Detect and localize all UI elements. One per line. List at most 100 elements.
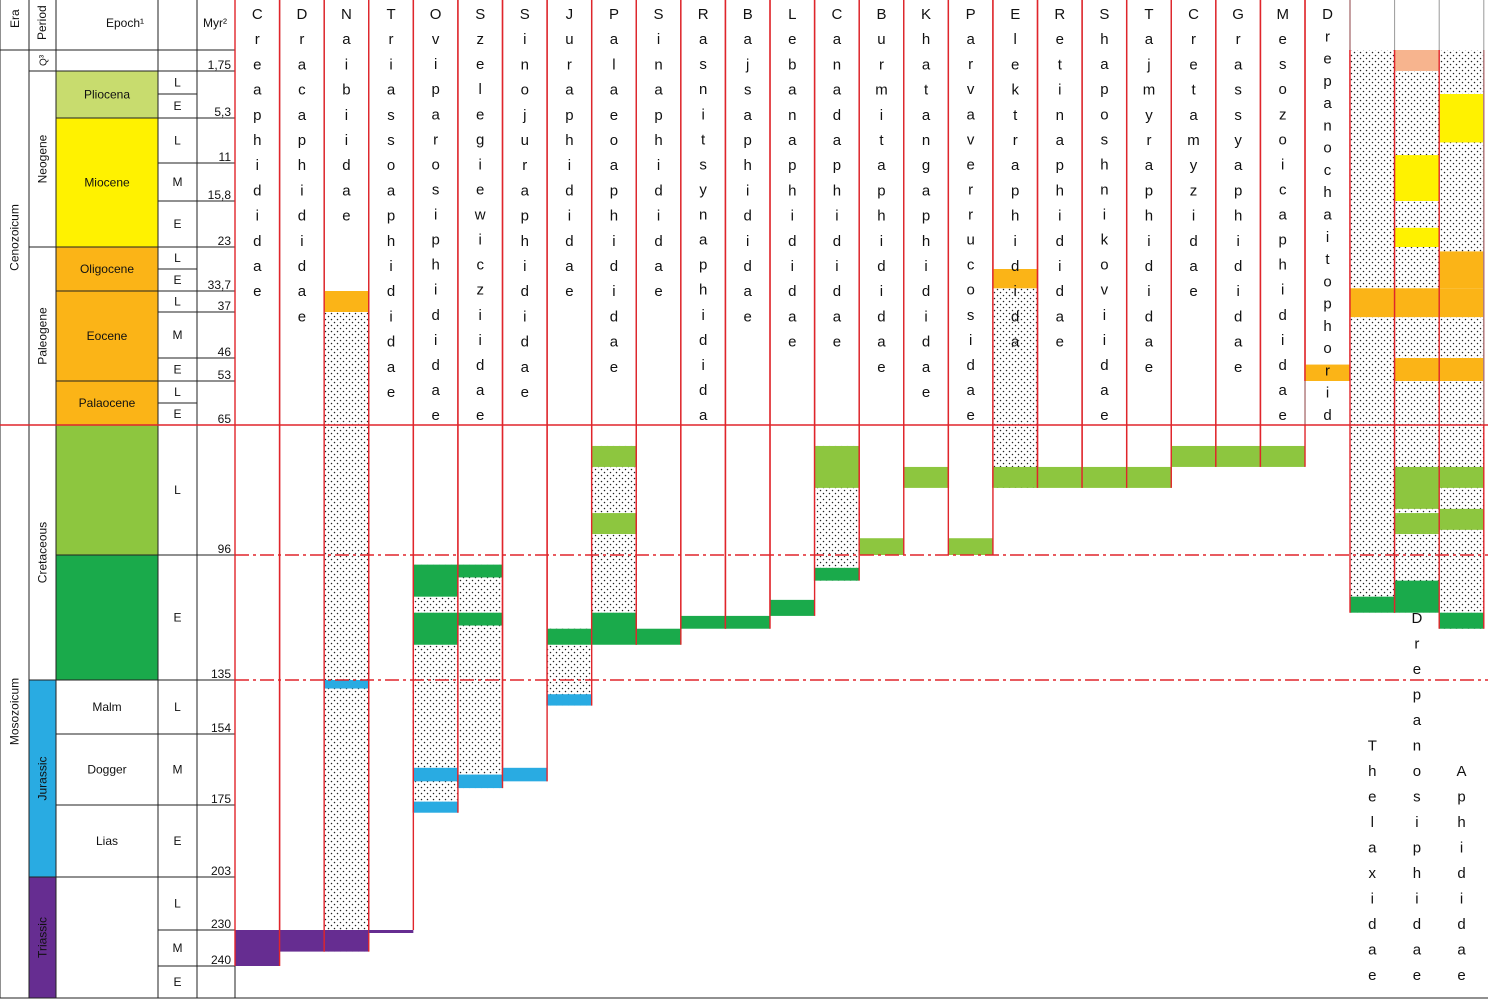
subepoch-label: M — [173, 175, 183, 189]
myr-tick-label: 53 — [218, 368, 232, 382]
myr-tick-label: 5,3 — [214, 105, 231, 119]
fossil-record-bar — [547, 628, 592, 645]
period-cell — [28, 246, 57, 426]
fossil-record-bar — [279, 930, 325, 952]
fossil-record-bar — [1439, 269, 1484, 289]
myr-tick-label: 15,8 — [208, 188, 232, 202]
fossil-record-bar — [1439, 612, 1484, 629]
subepoch-label: L — [174, 700, 181, 714]
fossil-record-bar — [457, 774, 503, 789]
fossil-record-bar — [324, 930, 369, 952]
subepoch-cell — [157, 965, 198, 999]
fossil-record-bar — [1215, 445, 1261, 467]
fossil-record-bar — [368, 930, 414, 933]
myr-tick-label: 240 — [211, 953, 231, 967]
fossil-record-bar — [1394, 155, 1440, 201]
fossil-record-bar — [1394, 227, 1440, 247]
fossil-record-bar — [1394, 358, 1440, 381]
range-dotted — [324, 291, 369, 952]
fossil-record-bar — [680, 615, 726, 629]
period-label: Q³ — [39, 54, 50, 66]
subepoch-label: L — [174, 76, 181, 90]
fossil-record-bar — [591, 513, 637, 535]
myr-tick-label: 96 — [218, 542, 232, 556]
fossil-record-bar — [1037, 466, 1083, 488]
fossil-record-bar — [1394, 288, 1440, 318]
epoch-label: Malm — [92, 700, 121, 714]
fossil-record-bar — [992, 269, 1038, 289]
period-cell — [28, 70, 57, 248]
subepoch-cell — [157, 733, 198, 806]
fossil-record-bar — [1439, 358, 1484, 381]
epoch-cell — [55, 554, 159, 681]
fossil-record-bar — [235, 930, 280, 966]
myr-tick-label: 65 — [218, 412, 232, 426]
fossil-record-bar — [324, 680, 369, 689]
fossil-record-bar — [413, 801, 458, 813]
fossil-record-bar — [1439, 251, 1484, 269]
fossil-record-bar — [324, 291, 369, 312]
subepoch-label: L — [174, 295, 181, 309]
fossil-record-bar — [1394, 466, 1440, 509]
fossil-record-bar — [1439, 508, 1484, 530]
epoch-label: Dogger — [87, 763, 126, 777]
epoch-cell — [55, 733, 159, 806]
subepoch-label: E — [173, 407, 181, 421]
subepoch-label: E — [173, 834, 181, 848]
period-label: Cretaceous — [36, 522, 50, 583]
fossil-record-bar — [1394, 513, 1440, 535]
period-label: Paleogene — [36, 307, 50, 365]
epoch-label: Lias — [96, 834, 118, 848]
fossil-record-bar — [1082, 466, 1127, 488]
myr-tick-label: 11 — [219, 150, 232, 164]
epoch-cell — [55, 380, 159, 426]
fossil-record-bar — [1171, 445, 1216, 467]
subepoch-label: M — [173, 328, 183, 342]
subepoch-label: L — [174, 251, 181, 265]
subepoch-label: L — [174, 897, 181, 911]
myr-tick-label: 23 — [218, 234, 232, 248]
period-label: Jurassic — [36, 756, 50, 800]
epoch-cell — [55, 679, 159, 735]
fossil-record-bar — [992, 466, 1038, 488]
subepoch-label: E — [173, 99, 181, 113]
header-era: Era — [8, 9, 22, 28]
range-dotted — [457, 564, 503, 789]
fossil-record-bar — [1260, 445, 1306, 467]
subepoch-label: L — [174, 483, 181, 497]
fossil-record-bar — [814, 567, 860, 581]
subepoch-label: L — [174, 134, 181, 148]
subepoch-cell — [157, 876, 198, 931]
fossil-record-bar — [725, 615, 771, 629]
fossil-record-bar — [1305, 364, 1350, 381]
